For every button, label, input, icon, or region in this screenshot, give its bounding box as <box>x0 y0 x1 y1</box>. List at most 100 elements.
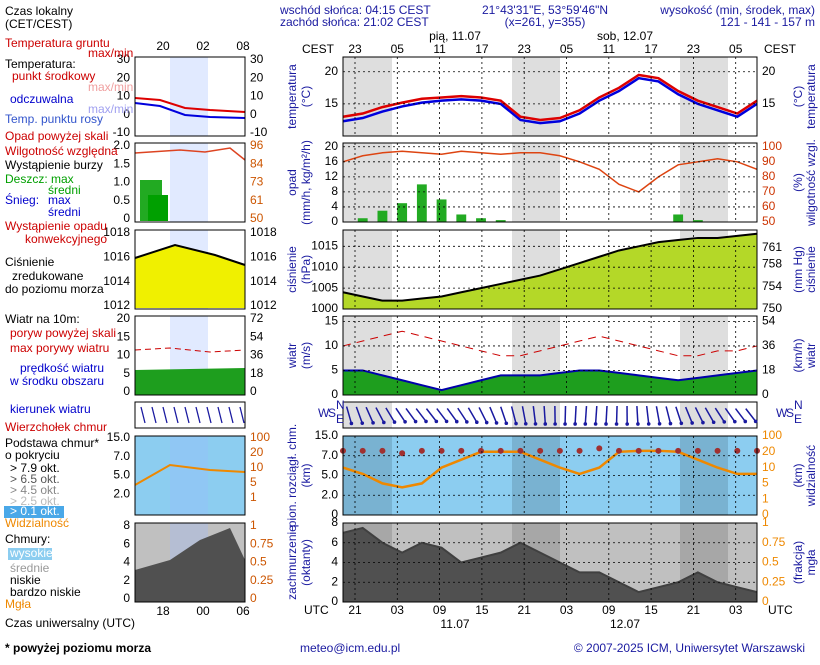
cloud-top-dot <box>360 448 366 454</box>
legend-label: Widzialność <box>5 516 69 530</box>
legend-label: Czas lokalny <box>5 4 73 18</box>
y-tick-label: 4 <box>331 199 338 213</box>
legend-label: poryw powyżej skali <box>10 326 116 340</box>
legend-label: Chmury: <box>5 532 50 546</box>
y-axis-label: (hPa) <box>299 255 313 284</box>
wind-arrow-head <box>701 421 705 425</box>
legend-label: odczuwalna <box>10 92 74 106</box>
hour-label: 21 <box>518 603 532 617</box>
hour-label: 09 <box>433 603 447 617</box>
wind-arrow <box>617 406 618 424</box>
y2-axis-label: widzialność <box>804 445 818 507</box>
y-axis-label: (mm/h, kg/m²/h) <box>299 140 313 225</box>
compass-letter: N <box>794 398 803 412</box>
legend-hour: 20 <box>156 39 170 53</box>
legend-label: kierunek wiatru <box>10 402 91 416</box>
y2-axis-label: (mm Hg) <box>791 246 805 293</box>
wind-arrow-head <box>350 422 354 426</box>
night-band <box>680 402 728 428</box>
legend-label: Wierzchołek chmur <box>5 420 107 434</box>
hour-label: 11 <box>433 42 446 56</box>
y-tick-label: 5 <box>331 363 338 377</box>
y2-tick-label: 15 <box>762 96 776 110</box>
precip-bar <box>673 214 683 222</box>
cloud-top-dot <box>715 448 721 454</box>
legend-tick: 50 <box>250 211 264 225</box>
y2-axis-label: (%) <box>791 173 805 192</box>
legend-label: max/min <box>88 80 133 94</box>
night-band <box>680 143 728 222</box>
hour-label: 17 <box>475 42 489 56</box>
legend-tick: -10 <box>250 125 268 139</box>
y2-tick-label: 0.25 <box>762 574 786 588</box>
legend-tick: 10 <box>250 89 264 103</box>
wind-arrow-head <box>733 420 737 424</box>
legend-tick: 10 <box>250 460 264 474</box>
hour-label: 03 <box>391 603 405 617</box>
legend-tick: 100 <box>250 430 270 444</box>
y-tick-label: 15.0 <box>315 428 339 442</box>
legend-tick: 15 <box>117 329 131 343</box>
y-tick-label: 16 <box>325 154 339 168</box>
legend-tick: 1012 <box>250 298 277 312</box>
y-tick-label: 15 <box>325 96 339 110</box>
y2-tick-label: 20 <box>762 64 776 78</box>
y2-tick-label: 1 <box>762 491 769 505</box>
y-tick-label: 10 <box>325 338 339 352</box>
y-axis-label: (km) <box>299 464 313 488</box>
compass-letter: S <box>786 406 794 420</box>
day-label: 12.07 <box>610 617 640 631</box>
wind-arrow-head <box>690 421 694 425</box>
legend-label: wysokie <box>9 546 53 560</box>
legend-tick: 1018 <box>103 225 130 239</box>
legend-label: max/min <box>88 46 133 60</box>
day-label: 11.07 <box>440 617 469 631</box>
y-tick-label: 0 <box>331 594 338 608</box>
y2-tick-label: 100 <box>762 139 782 153</box>
cloud-top-dot <box>557 448 563 454</box>
legend-tick: 6 <box>123 536 130 550</box>
legend-label: Wystąpienie burzy <box>5 158 103 172</box>
legend-tick: 1014 <box>250 274 277 288</box>
label: (x=261, y=355) <box>505 15 586 29</box>
legend-tick: 1018 <box>250 225 277 239</box>
legend-label: o pokryciu <box>5 448 60 462</box>
wind-arrow <box>637 406 638 424</box>
y2-tick-label: 0.5 <box>762 555 779 569</box>
legend-label: konwekcyjnego <box>25 232 107 246</box>
legend-tick: 30 <box>250 52 264 66</box>
precip-bar <box>437 199 447 222</box>
y-tick-label: 5.0 <box>321 468 338 482</box>
wind-arrow-head <box>504 421 508 425</box>
wind-arrow-head <box>514 422 518 426</box>
hour-label: 09 <box>602 603 616 617</box>
wind-arrow-head <box>658 422 662 426</box>
legend-tick: 54 <box>250 329 264 343</box>
y-axis-label: zachmurzenie <box>285 525 299 600</box>
legend-tick: 2.0 <box>113 486 130 500</box>
legend-label: zredukowane <box>12 269 84 283</box>
cloud-top-dot <box>379 448 385 454</box>
night-band <box>512 57 560 136</box>
cloud-top-dot <box>655 448 661 454</box>
wind-arrow-head <box>495 421 499 425</box>
legend-label: Śnieg: <box>5 192 39 207</box>
wind-arrow-head <box>584 422 588 426</box>
night-band <box>343 57 392 136</box>
y2-axis-label: (°C) <box>791 86 805 107</box>
legend-label: Czas uniwersalny (UTC) <box>5 616 135 630</box>
legend-tick: 5 <box>250 475 257 489</box>
cloud-top-dot <box>419 448 425 454</box>
legend-label: Temp. punktu rosy <box>5 112 103 126</box>
footnote: * powyżej poziomu morza <box>5 641 151 655</box>
legend-tick: 36 <box>250 348 264 362</box>
y2-axis-label: ciśnienie <box>804 246 818 293</box>
y-tick-label: 7.0 <box>321 448 338 462</box>
legend-label: Wilgotność względna <box>5 144 118 158</box>
hour-label: 05 <box>729 42 743 56</box>
legend-tick: 0 <box>123 211 130 225</box>
legend-tick: 1012 <box>103 298 130 312</box>
label: zachód słońca: 21:02 CEST <box>280 15 429 29</box>
y-axis-label: temperatura <box>285 64 299 129</box>
wind-arrow-head <box>669 422 673 426</box>
